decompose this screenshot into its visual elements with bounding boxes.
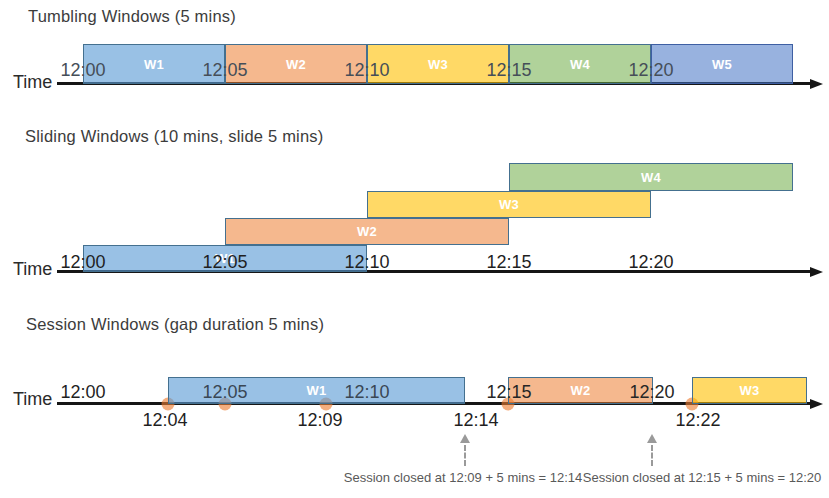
sliding-window-w2: W2: [225, 218, 509, 245]
tumbling-tick-label: 12:05: [202, 60, 247, 80]
window-label: W2: [357, 224, 377, 239]
window-label: W2: [286, 57, 306, 72]
sliding-tick-label: 12:10: [344, 252, 389, 272]
window-label: W2: [570, 383, 590, 398]
tumbling-time-axis-label: Time: [13, 72, 52, 93]
session-axis-arrowhead: [810, 399, 823, 409]
session-close-arrow-line: [651, 445, 653, 466]
tumbling-axis-arrowhead: [810, 79, 823, 89]
sliding-time-axis-label: Time: [13, 259, 52, 280]
session-tick-label: 12:15: [486, 382, 531, 402]
session-close-arrowhead: [647, 434, 657, 443]
sliding-windows-title: Sliding Windows (10 mins, slide 5 mins): [25, 127, 323, 146]
sliding-window-w4: W4: [509, 163, 793, 191]
window-label: W1: [144, 57, 164, 72]
session-time-axis-label: Time: [13, 389, 52, 410]
window-label: W3: [428, 57, 448, 72]
session-tick-label: 12:10: [344, 382, 389, 402]
window-label: W1: [306, 383, 326, 398]
session-window-w3: W3: [692, 377, 807, 404]
sliding-tick-label: 12:20: [628, 252, 673, 272]
session-tick-label: 12:00: [60, 382, 105, 402]
sliding-window-w3: W3: [367, 191, 651, 218]
tumbling-windows-title: Tumbling Windows (5 mins): [28, 7, 236, 26]
event-time-label: 12:14: [453, 410, 498, 430]
session-close-arrowhead: [460, 434, 470, 443]
event-time-label: 12:04: [142, 410, 187, 430]
sliding-tick-label: 12:00: [60, 252, 105, 272]
window-label: W5: [712, 57, 732, 72]
sliding-axis-arrowhead: [810, 267, 823, 277]
session-tick-label: 12:20: [629, 382, 674, 402]
session-tick-label: 12:05: [202, 382, 247, 402]
window-label: W4: [641, 170, 661, 185]
sliding-tick-label: 12:15: [486, 252, 531, 272]
event-time-label: 12:22: [675, 410, 720, 430]
event-time-label: 12:09: [297, 410, 342, 430]
session-windows-title: Session Windows (gap duration 5 mins): [26, 315, 324, 334]
stream-windowing-diagram: Tumbling Windows (5 mins) Time Sliding W…: [0, 0, 829, 498]
session-close-arrow-line: [464, 445, 466, 466]
session-close-annotation: Session closed at 12:15 + 5 mins = 12:20: [583, 470, 822, 485]
window-label: W4: [570, 57, 590, 72]
window-label: W3: [499, 197, 519, 212]
tumbling-tick-label: 12:20: [628, 60, 673, 80]
window-label: W3: [739, 383, 759, 398]
session-close-annotation: Session closed at 12:09 + 5 mins = 12:14: [344, 470, 583, 485]
tumbling-tick-label: 12:00: [60, 60, 105, 80]
tumbling-tick-label: 12:10: [344, 60, 389, 80]
tumbling-tick-label: 12:15: [486, 60, 531, 80]
sliding-tick-label: 12:05: [202, 252, 247, 272]
